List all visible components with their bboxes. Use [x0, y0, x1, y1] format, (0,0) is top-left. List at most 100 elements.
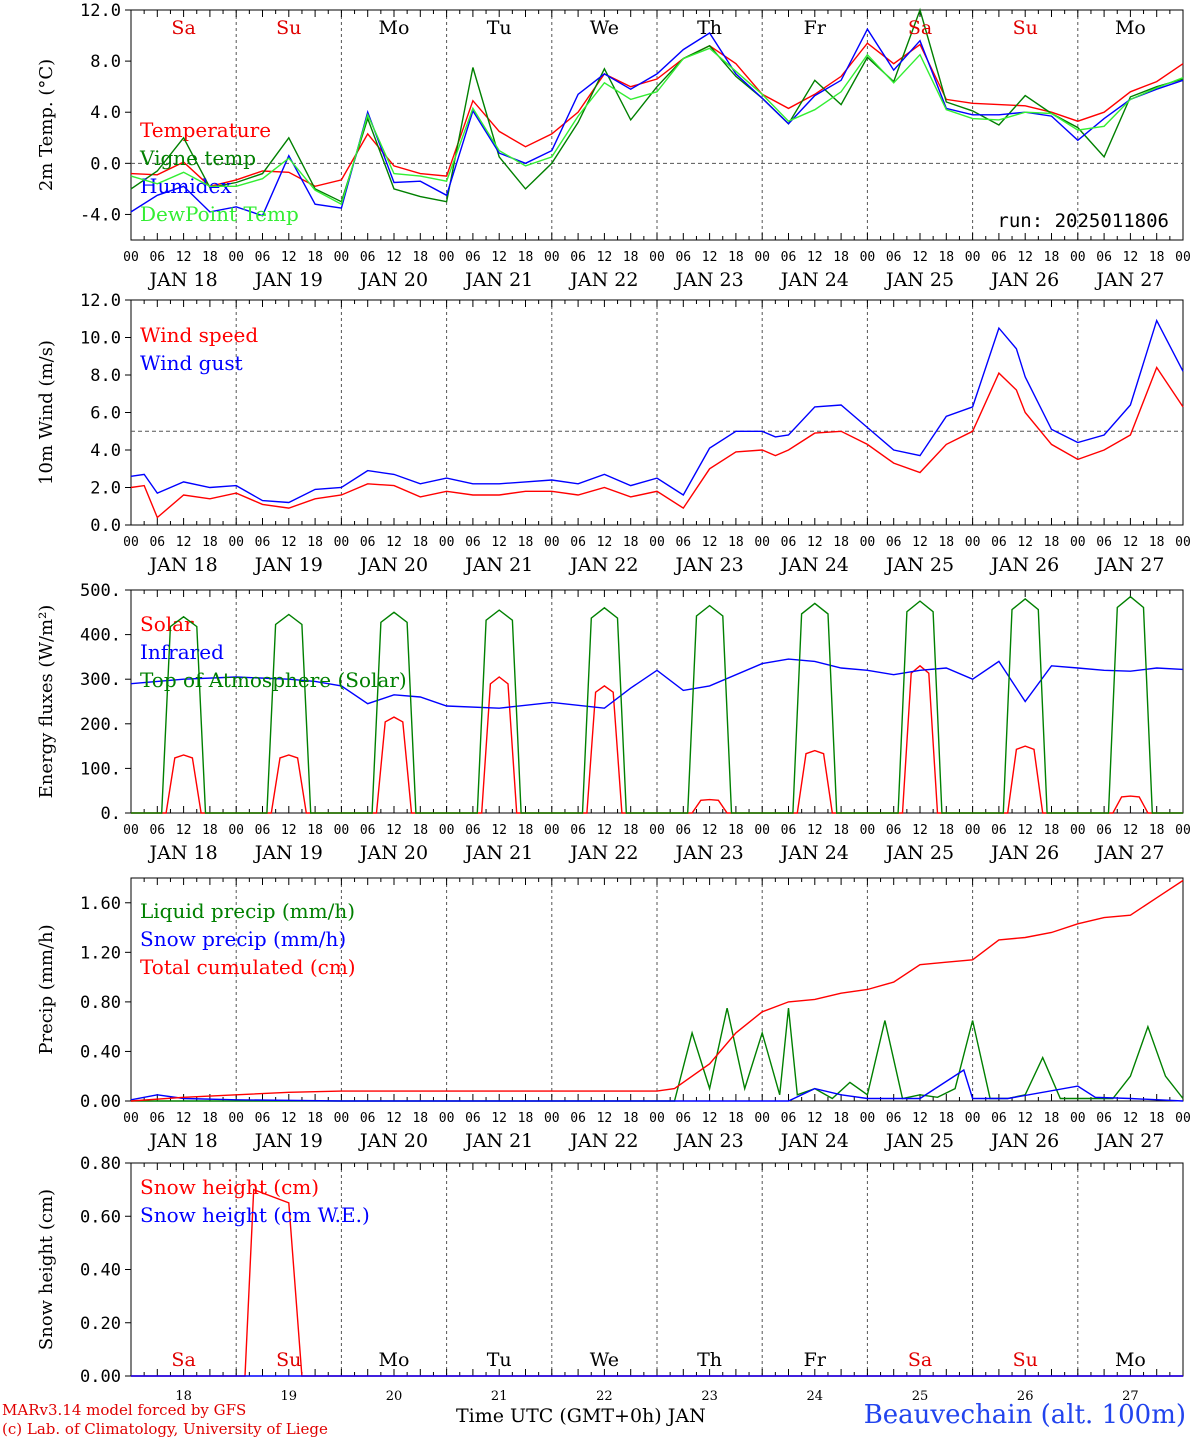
y-tick-label: 10.0 — [80, 329, 121, 349]
hour-tick-label: 18 — [412, 1111, 428, 1126]
day-of-week-label: Fr — [804, 17, 827, 39]
hour-tick-label: 06 — [991, 1111, 1007, 1126]
hour-tick-label: 06 — [255, 823, 271, 838]
hour-tick-label: 12 — [281, 823, 297, 838]
hour-tick-label: 00 — [649, 823, 665, 838]
hour-tick-label: 12 — [1123, 535, 1139, 550]
hour-tick-label: 12 — [597, 823, 613, 838]
hour-tick-label: 18 — [623, 535, 639, 550]
hour-tick-label: 18 — [623, 823, 639, 838]
legend-entry: Wind speed — [140, 323, 258, 347]
hour-tick-label: 06 — [781, 250, 797, 265]
series-line-top-of-atmosphere-solar- — [131, 595, 1183, 814]
date-label: JAN 20 — [358, 1130, 428, 1152]
y-tick-label: 6.0 — [90, 404, 121, 424]
hour-tick-label: 18 — [728, 1111, 744, 1126]
hour-tick-label: 06 — [255, 535, 271, 550]
date-label: JAN 23 — [674, 554, 744, 576]
hour-tick-label: 12 — [912, 1111, 928, 1126]
hour-tick-label: 00 — [965, 535, 981, 550]
series-line-wind-speed — [130, 365, 1184, 519]
hour-tick-label: 18 — [938, 823, 954, 838]
hour-tick-label: 18 — [833, 823, 849, 838]
hour-tick-label: 06 — [675, 535, 691, 550]
hour-tick-label: 00 — [649, 535, 665, 550]
date-label: JAN 27 — [1094, 1130, 1164, 1152]
hour-tick-label: 18 — [833, 535, 849, 550]
hour-tick-label: 18 — [202, 823, 218, 838]
hour-tick-label: 12 — [702, 535, 718, 550]
hour-tick-label: 06 — [149, 535, 165, 550]
hour-tick-label: 18 — [833, 1111, 849, 1126]
hour-tick-label: 18 — [518, 535, 534, 550]
hour-tick-label: 06 — [570, 1111, 586, 1126]
hour-tick-label: 06 — [886, 1111, 902, 1126]
hour-tick-label: 12 — [597, 1111, 613, 1126]
y-tick-label: 8.0 — [90, 52, 121, 72]
hour-tick-label: 12 — [912, 250, 928, 265]
hour-tick-label: 00 — [439, 250, 455, 265]
hour-tick-label: 12 — [1017, 250, 1033, 265]
hour-tick-label: 00 — [439, 823, 455, 838]
hour-tick-label: 12 — [386, 823, 402, 838]
hour-tick-label: 12 — [386, 250, 402, 265]
y-tick-label: 300. — [80, 670, 121, 690]
hour-tick-label: 00 — [439, 1111, 455, 1126]
hour-tick-label: 00 — [228, 250, 244, 265]
y-tick-label: 0.00 — [80, 1367, 121, 1387]
y-tick-label: 100. — [80, 759, 121, 779]
hour-tick-label: 06 — [675, 1111, 691, 1126]
date-label: JAN 19 — [253, 1130, 323, 1152]
day-number-label: 21 — [491, 1389, 508, 1404]
date-label: JAN 20 — [358, 269, 428, 291]
hour-tick-label: 18 — [1149, 250, 1165, 265]
hour-tick-label: 00 — [965, 823, 981, 838]
date-label: JAN 25 — [884, 269, 954, 291]
hour-tick-label: 18 — [728, 250, 744, 265]
date-label: JAN 26 — [989, 269, 1059, 291]
hour-tick-label: 18 — [833, 250, 849, 265]
day-number-label: 26 — [1017, 1389, 1034, 1404]
day-of-week-label: Su — [276, 17, 301, 39]
day-number-label: 24 — [807, 1389, 824, 1404]
hour-tick-label: 00 — [965, 1111, 981, 1126]
hour-tick-label: 06 — [360, 535, 376, 550]
hour-tick-label: 06 — [886, 250, 902, 265]
date-label: JAN 19 — [253, 554, 323, 576]
hour-tick-label: 18 — [518, 250, 534, 265]
hour-tick-label: 18 — [202, 250, 218, 265]
hour-tick-label: 00 — [123, 250, 139, 265]
hour-tick-label: 18 — [623, 1111, 639, 1126]
hour-tick-label: 06 — [360, 250, 376, 265]
date-label: JAN 21 — [463, 554, 533, 576]
y-tick-label: 4.0 — [90, 441, 121, 461]
day-number-label: 19 — [281, 1389, 298, 1404]
legend-entry: Top of Atmosphere (Solar) — [140, 668, 407, 692]
hour-tick-label: 12 — [1123, 1111, 1139, 1126]
hour-tick-label: 18 — [307, 1111, 323, 1126]
hour-tick-label: 06 — [886, 535, 902, 550]
hour-tick-label: 12 — [176, 250, 192, 265]
day-number-label: 20 — [386, 1389, 403, 1404]
model-credit: MARv3.14 model forced by GFS — [2, 1401, 247, 1419]
hour-tick-label: 12 — [1017, 823, 1033, 838]
hour-tick-label: 12 — [386, 535, 402, 550]
date-label: JAN 26 — [989, 842, 1059, 864]
date-label: JAN 21 — [463, 1130, 533, 1152]
hour-tick-label: 06 — [991, 250, 1007, 265]
hour-tick-label: 12 — [491, 535, 507, 550]
hour-tick-label: 00 — [228, 535, 244, 550]
date-label: JAN 22 — [568, 1130, 638, 1152]
date-label: JAN 26 — [989, 1130, 1059, 1152]
hour-tick-label: 12 — [1123, 823, 1139, 838]
hour-tick-label: 00 — [544, 823, 560, 838]
legend-entry: DewPoint Temp — [140, 202, 299, 226]
day-of-week-label: Th — [697, 17, 722, 39]
hour-tick-label: 18 — [1044, 535, 1060, 550]
series-line-infrared — [130, 658, 1184, 709]
hour-tick-label: 06 — [465, 535, 481, 550]
hour-tick-label: 06 — [781, 823, 797, 838]
day-of-week-label: Mo — [1115, 1349, 1146, 1371]
day-of-week-label: Mo — [379, 17, 410, 39]
hour-tick-label: 18 — [518, 1111, 534, 1126]
